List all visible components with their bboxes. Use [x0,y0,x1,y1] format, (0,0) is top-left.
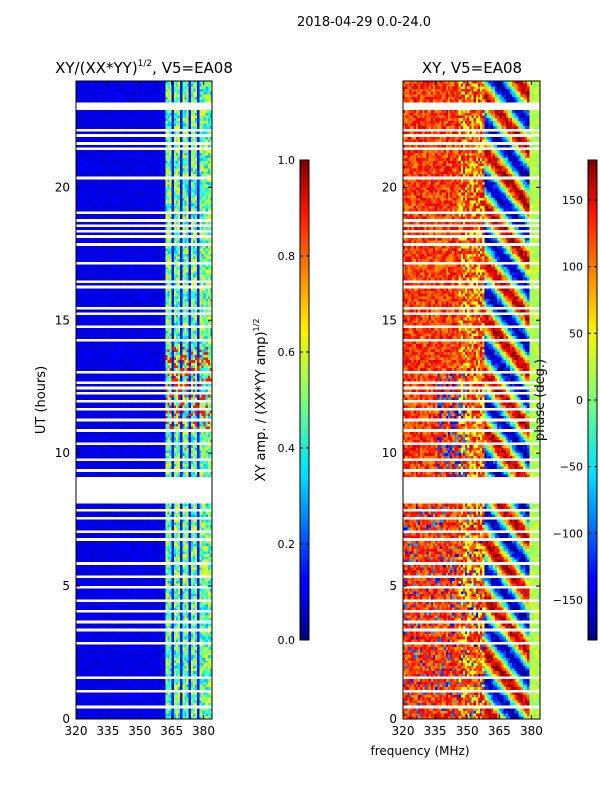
colorbar-tick-label: 0.0 [278,634,296,647]
right-panel-frame [402,80,541,720]
colorbar-tick-label: 50 [569,327,583,340]
phase-heatmap [403,81,540,719]
colorbar-tick-label: 0.8 [278,250,296,263]
x-tick-label: 335 [424,724,447,738]
xlabel: frequency (MHz) [370,744,469,758]
colorbar-tick-label: −100 [553,527,583,540]
colorbar-tick-label: 0.6 [278,346,296,359]
y-tick-label: 10 [55,446,70,460]
colorbar-tick-label: 100 [562,261,583,274]
left-panel-frame [75,80,213,720]
x-tick-label: 380 [192,724,215,738]
y-tick-label: 10 [382,446,397,460]
x-tick-label: 365 [488,724,511,738]
y-tick-label: 0 [389,712,397,726]
x-tick-label: 320 [65,724,88,738]
phase-colorbar-label: phase (deg.) [533,359,548,441]
y-tick-label: 5 [389,579,397,593]
y-tick-label: 15 [55,313,70,327]
colorbar-tick-label: 1.0 [278,154,296,167]
x-tick-label: 350 [128,724,151,738]
figure-title: 2018-04-29 0.0-24.0 [297,15,431,30]
colorbar-tick-label: −150 [553,594,583,607]
y-tick-label: 5 [62,579,70,593]
left-ylabel: UT (hours) [34,366,49,434]
colorbar-tick-label: 0.4 [278,442,296,455]
colorbar-tick-label: 0.2 [278,538,296,551]
x-tick-label: 365 [160,724,183,738]
amplitude-colorbar-label: XY amp. / (XX*YY amp)1/2 [252,319,269,482]
x-tick-label: 350 [456,724,479,738]
x-tick-label: 320 [392,724,415,738]
left-panel-title: XY/(XX*YY)1/2, V5=EA08 [55,59,233,77]
x-tick-label: 380 [520,724,543,738]
colorbar-tick-label: 150 [562,194,583,207]
colorbar-tick-label: −50 [560,461,583,474]
amplitude-colorbar [299,159,310,641]
y-tick-label: 20 [382,180,397,194]
right-panel-title: XY, V5=EA08 [422,59,522,77]
y-tick-label: 20 [55,180,70,194]
x-tick-label: 335 [96,724,119,738]
y-tick-label: 15 [382,313,397,327]
y-tick-label: 0 [62,712,70,726]
amplitude-heatmap [76,81,212,719]
colorbar-tick-label: 0 [576,394,583,407]
